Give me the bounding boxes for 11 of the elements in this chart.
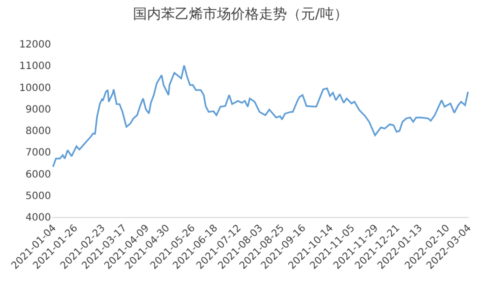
- y-tick-label: 11000: [19, 61, 51, 72]
- y-tick-label: 9000: [26, 104, 51, 116]
- y-tick-label: 12000: [19, 40, 51, 50]
- y-tick-label: 8000: [26, 126, 51, 137]
- y-tick-label: 7000: [26, 148, 51, 159]
- chart-title: 国内苯乙烯市场价格走势（元/吨）: [133, 6, 348, 22]
- y-tick-label: 6000: [26, 169, 51, 180]
- y-tick-label: 5000: [26, 190, 51, 202]
- y-tick-label: 10000: [19, 82, 51, 94]
- line-series: [52, 64, 469, 168]
- y-tick-label: 4000: [26, 212, 51, 224]
